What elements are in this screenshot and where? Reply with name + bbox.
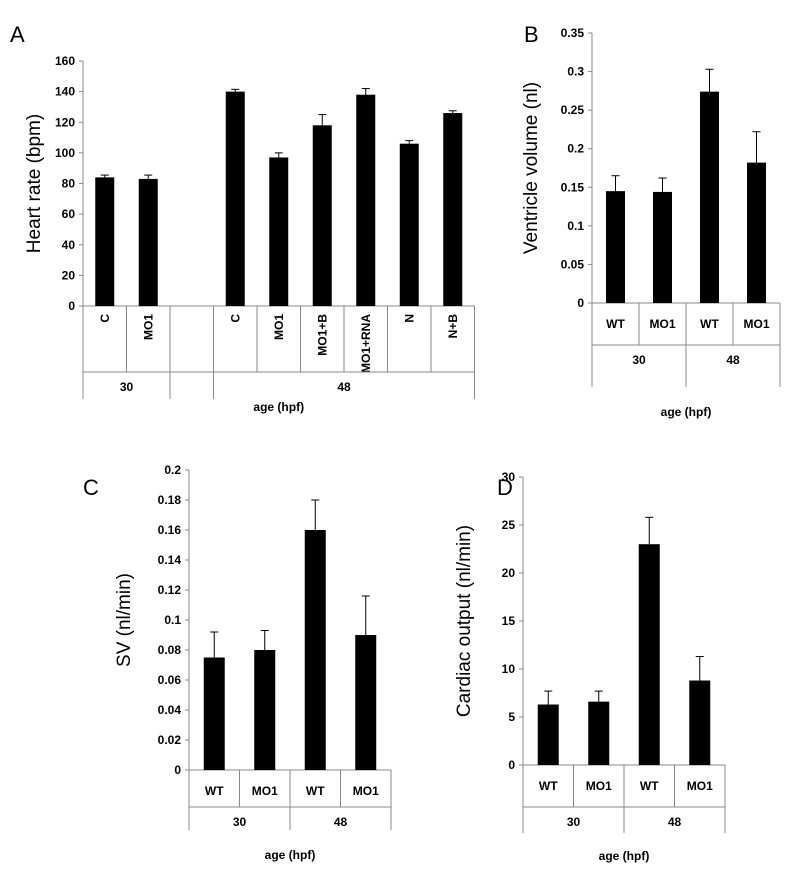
panel-a-category-label: MO1 [272, 314, 286, 340]
panel-a-bar-4 [269, 157, 289, 306]
panel-b-ytick-label: 0.25 [561, 103, 585, 117]
panel-d-letter: D [497, 475, 513, 500]
panel-c-category-label: WT [205, 784, 224, 798]
panel-b-letter: B [524, 22, 539, 47]
panel-a-category-label: N+B [446, 314, 460, 339]
panel-c-group-label: 48 [334, 815, 348, 829]
panel-b-bar-0 [606, 191, 625, 303]
panel-d-ytick-label: 0 [508, 758, 515, 772]
panel-a-ytick-label: 80 [62, 177, 76, 191]
panel-b-category-label: WT [700, 317, 719, 331]
panel-a-ytick-label: 0 [68, 299, 75, 313]
panel-c-category-label: WT [306, 784, 325, 798]
panel-b-ytick-label: 0.35 [561, 26, 585, 40]
panel-d-ytick-label: 20 [502, 566, 516, 580]
panel-c-ytick-label: 0.1 [164, 613, 181, 627]
panel-d-category-label: MO1 [687, 779, 713, 793]
panel-b-bar-3 [747, 162, 766, 303]
panel-c-bar-0 [203, 657, 225, 770]
panel-c-ytick-label: 0.06 [158, 673, 182, 687]
panel-b-ytick-label: 0.15 [561, 180, 585, 194]
panel-c-category-label: MO1 [252, 784, 278, 798]
panel-c-xlabel: age (hpf) [265, 848, 316, 862]
panel-a-bar-7 [399, 143, 419, 306]
panel-c-ytick-label: 0.02 [158, 733, 182, 747]
panel-a-bar-6 [356, 94, 376, 306]
panel-a-ytick-label: 140 [55, 85, 75, 99]
panel-a-group-label: 48 [337, 380, 351, 394]
panel-c-ytick-label: 0.08 [158, 643, 182, 657]
panel-c-letter: C [83, 475, 99, 500]
panel-a-category-label: MO1+B [315, 314, 329, 356]
panel-c-bar-1 [254, 650, 276, 770]
panel-b-ylabel: Ventricle volume (nl) [521, 82, 542, 254]
panel-a-category-label: MO1 [141, 314, 155, 340]
panel-a-category-label: MO1+RNA [359, 314, 373, 373]
panel-d-bar-1 [588, 701, 610, 765]
panel-d-bar-3 [689, 680, 711, 765]
panel-b-ytick-label: 0 [577, 296, 584, 310]
panel-b-xlabel: age (hpf) [661, 405, 712, 419]
panel-b-ytick-label: 0.2 [567, 142, 584, 156]
panel-b-group-label: 30 [632, 353, 646, 367]
panel-b-ytick-label: 0.1 [567, 219, 584, 233]
panel-a-ytick-label: 20 [62, 268, 76, 282]
panel-c-ytick-label: 0.18 [158, 493, 182, 507]
panel-a-ytick-label: 100 [55, 146, 75, 160]
panel-a-bar-3 [225, 91, 245, 306]
panel-d-ytick-label: 15 [502, 614, 516, 628]
panel-c-ytick-label: 0.2 [164, 463, 181, 477]
panel-b-ytick-label: 0.3 [567, 65, 584, 79]
panel-b-category-label: WT [606, 317, 625, 331]
panel-d-ytick-label: 30 [502, 470, 516, 484]
panel-d-xlabel: age (hpf) [599, 849, 650, 863]
panel-c-bar-2 [304, 530, 326, 770]
panel-c-bar-3 [355, 635, 377, 770]
panel-a-xlabel: age (hpf) [253, 400, 304, 414]
panel-c-ylabel: SV (nl/min) [114, 573, 135, 667]
panel-b-bar-2 [700, 91, 719, 303]
panel-d-bar-0 [537, 704, 559, 765]
panel-a-category-label: C [228, 314, 242, 323]
panel-a-bar-8 [443, 113, 463, 306]
panel-a-category-label: N [402, 314, 416, 323]
panel-a-ytick-label: 40 [62, 238, 76, 252]
panel-b-bar-1 [653, 191, 672, 303]
panel-a-ytick-label: 60 [62, 207, 76, 221]
panel-a-ytick-label: 120 [55, 115, 75, 129]
panel-d-category-label: WT [640, 779, 659, 793]
panel-a-ytick-label: 160 [55, 54, 75, 68]
panel-a-bar-0 [95, 177, 115, 306]
panel-a-letter: A [10, 22, 25, 47]
panel-d-ytick-label: 5 [508, 710, 515, 724]
panel-c-ytick-label: 0.12 [158, 583, 182, 597]
panel-b-group-label: 48 [726, 353, 740, 367]
panel-c-category-label: MO1 [353, 784, 379, 798]
panel-d-ylabel: Cardiac output (nl/min) [454, 525, 475, 717]
panel-d-category-label: MO1 [586, 779, 612, 793]
panel-d-ytick-label: 10 [502, 662, 516, 676]
panel-a-bar-5 [312, 125, 332, 306]
panel-a-bar-1 [138, 178, 158, 306]
panel-c-ytick-label: 0 [174, 763, 181, 777]
panel-d-ytick-label: 25 [502, 518, 516, 532]
panel-c-group-label: 30 [233, 815, 247, 829]
panel-c-ytick-label: 0.14 [158, 553, 182, 567]
panel-d-category-label: WT [539, 779, 558, 793]
panel-a-category-label: C [98, 314, 112, 323]
panel-a-ylabel: Heart rate (bpm) [24, 114, 45, 253]
panel-c-ytick-label: 0.16 [158, 523, 182, 537]
panel-d-group-label: 30 [567, 815, 581, 829]
panel-b-category-label: MO1 [743, 317, 769, 331]
panel-a-group-label: 30 [120, 380, 134, 394]
panel-b-ytick-label: 0.05 [561, 257, 585, 271]
panel-c-ytick-label: 0.04 [158, 703, 182, 717]
panel-d-group-label: 48 [668, 815, 682, 829]
panel-b-category-label: MO1 [649, 317, 675, 331]
panel-d-bar-2 [638, 544, 660, 765]
